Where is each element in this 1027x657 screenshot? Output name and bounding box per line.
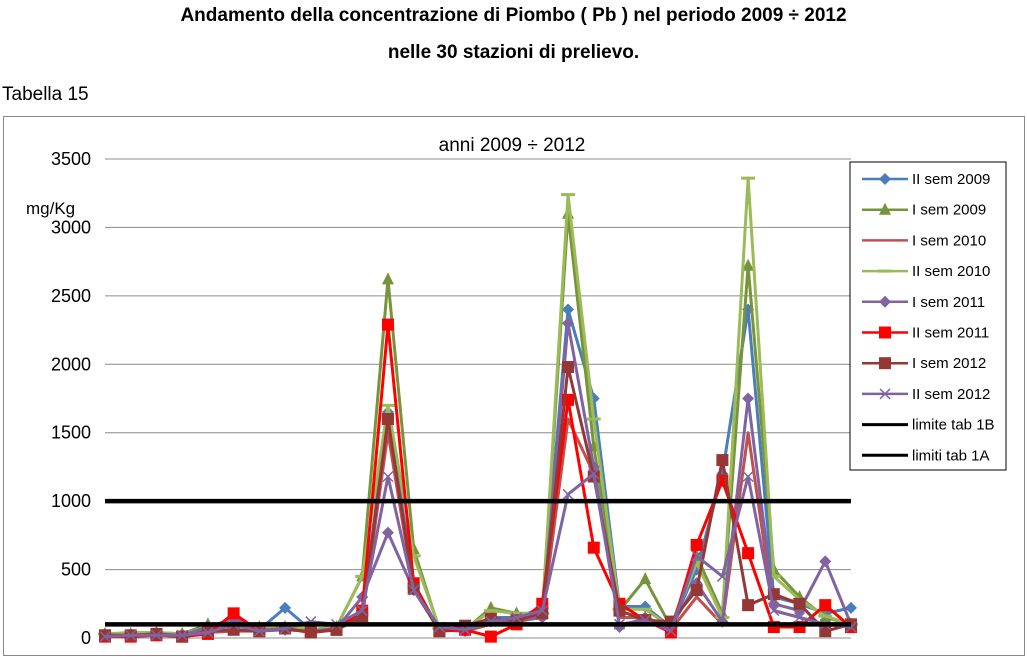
data-point xyxy=(879,388,891,400)
data-point xyxy=(562,317,575,330)
data-point xyxy=(511,611,523,624)
data-point xyxy=(819,555,832,568)
legend-label: I sem 2012 xyxy=(912,355,986,372)
data-point xyxy=(587,541,600,554)
y-tick-label: 0 xyxy=(81,628,91,648)
data-point xyxy=(879,173,891,185)
data-point xyxy=(879,202,891,215)
y-tick-label: 1500 xyxy=(51,423,91,443)
data-point xyxy=(845,601,857,614)
y-axis-label: mg/Kg xyxy=(26,199,75,218)
y-tick-label: 2500 xyxy=(51,286,91,306)
data-point xyxy=(484,630,497,643)
data-point xyxy=(227,607,240,620)
data-point xyxy=(879,326,891,339)
data-point xyxy=(253,625,265,637)
data-point xyxy=(742,392,755,405)
data-point xyxy=(381,413,394,426)
data-point xyxy=(408,584,420,596)
line-chart: anni 2009 ÷ 2012 mg/Kg 0 500 1000 1500 2000 2… xyxy=(26,135,1007,648)
gridlines: 0 500 1000 1500 2000 2500 3000 3500 xyxy=(51,149,851,648)
legend-label: II sem 2011 xyxy=(912,325,989,342)
data-point xyxy=(381,272,394,285)
data-point xyxy=(819,625,832,638)
data-point xyxy=(150,629,162,641)
legend-label: I sem 2009 xyxy=(912,202,986,219)
data-point xyxy=(125,629,137,641)
data-point xyxy=(382,470,394,483)
data-point xyxy=(613,621,626,634)
data-point xyxy=(562,361,575,374)
legend-label: II sem 2009 xyxy=(912,171,990,188)
data-point xyxy=(381,318,394,331)
legend-label: limite tab 1B xyxy=(912,417,995,434)
y-tick-label: 3500 xyxy=(51,149,91,169)
series-line xyxy=(105,212,852,636)
plot-area xyxy=(98,176,858,643)
data-point xyxy=(99,631,111,643)
data-point xyxy=(819,599,832,612)
data-point xyxy=(356,605,368,617)
y-tick-label: 3000 xyxy=(51,217,91,237)
data-point xyxy=(742,470,754,483)
data-point xyxy=(536,605,548,617)
data-point xyxy=(562,488,574,500)
data-point xyxy=(742,547,755,560)
table-label: Tabella 15 xyxy=(2,84,89,105)
data-point xyxy=(879,357,891,370)
data-point xyxy=(510,614,523,627)
y-tick-label: 500 xyxy=(61,560,91,580)
data-point xyxy=(279,601,292,614)
page-title: Andamento della concentrazione di Piombo… xyxy=(180,5,847,26)
data-point xyxy=(176,629,188,641)
chart-container: anni 2009 ÷ 2012 mg/Kg 0 500 1000 1500 2000 2… xyxy=(3,116,1025,656)
legend-box xyxy=(849,161,1007,471)
data-point xyxy=(381,526,394,539)
legend-label: II sem 2012 xyxy=(912,386,990,403)
data-point xyxy=(793,597,806,610)
data-point xyxy=(794,611,806,624)
y-tick-label: 2000 xyxy=(51,354,91,374)
data-point xyxy=(690,584,703,597)
legend-label: I sem 2010 xyxy=(912,232,986,249)
data-point xyxy=(588,468,600,480)
data-point xyxy=(768,605,780,617)
chart-title: anni 2009 ÷ 2012 xyxy=(439,135,586,156)
data-point xyxy=(742,258,755,271)
page-subtitle: nelle 30 stazioni di prelievo. xyxy=(387,42,640,63)
data-point xyxy=(202,626,214,639)
y-tick-label: 1000 xyxy=(51,491,91,511)
data-point xyxy=(639,572,652,585)
data-point xyxy=(690,538,703,551)
series-ii-sem-2010 xyxy=(98,176,858,636)
data-point xyxy=(716,454,729,467)
data-point xyxy=(562,303,575,316)
data-point xyxy=(716,570,728,582)
legend-label: I sem 2011 xyxy=(912,294,985,311)
legend-label: II sem 2010 xyxy=(912,263,990,280)
legend-label: limiti tab 1A xyxy=(912,447,990,464)
data-point xyxy=(665,625,677,637)
legend: II sem 2009 I sem 2009 I sem 2010 II sem 20… xyxy=(849,161,1007,471)
data-point xyxy=(304,626,317,639)
data-point xyxy=(742,599,755,612)
data-point xyxy=(691,550,703,562)
data-point xyxy=(879,295,891,308)
